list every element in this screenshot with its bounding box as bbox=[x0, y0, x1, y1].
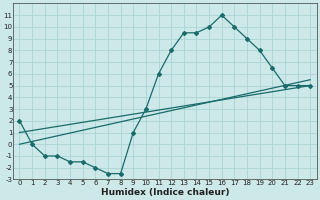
X-axis label: Humidex (Indice chaleur): Humidex (Indice chaleur) bbox=[100, 188, 229, 197]
